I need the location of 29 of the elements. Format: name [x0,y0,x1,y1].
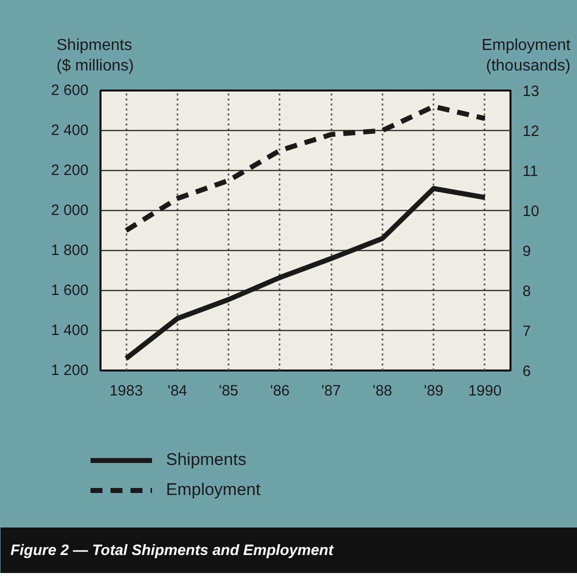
y2-tick-label: 11 [522,163,538,180]
y2-tick-label: 10 [522,203,540,220]
y-tick-label: 2 400 [50,122,89,139]
x-tick-label: 1990 [468,382,502,400]
y-axis-title: Shipments ($ millions) [56,37,134,74]
y2-tick-label: 8 [522,283,531,300]
x-tick-label: '89 [424,382,444,400]
y-tick-label: 2 600 [50,82,89,99]
x-tick-label: '84 [168,382,188,400]
y2-axis-title: Employment (thousands) [482,37,572,74]
y-tick-label: 2 200 [50,162,89,179]
y-tick-label: 1 400 [50,322,89,339]
x-tick-label: 1983 [109,382,143,400]
x-tick-label: '88 [372,382,392,400]
y2-tick-label: 7 [522,323,531,340]
y2-tick-label: 9 [522,243,531,260]
text: Figure 2 — Total Shipments and Employment [10,542,334,559]
y-tick-label: 1 800 [50,242,89,259]
y-tick-label: 1 600 [50,282,89,299]
y2-tick-label: 13 [522,83,540,100]
y2-tick-label: 12 [522,123,540,140]
y-tick-label: 1 200 [50,362,89,379]
x-tick-label: '87 [321,382,341,400]
y2-tick-label: 6 [522,363,531,380]
legend-label: Employment [166,480,260,500]
x-tick-label: '85 [218,382,238,400]
y-tick-label: 2 000 [50,202,89,219]
x-tick-label: '86 [270,382,290,400]
legend-label: Shipments [166,450,246,470]
